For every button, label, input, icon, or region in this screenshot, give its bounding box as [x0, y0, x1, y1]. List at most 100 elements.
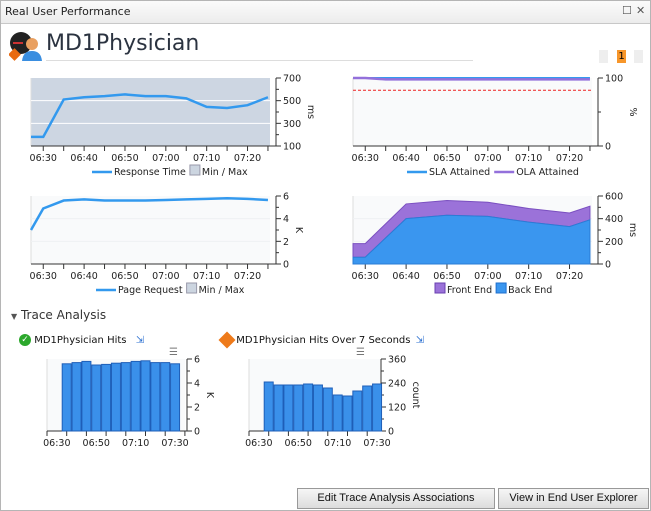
x-tick-label: 07:00: [474, 271, 501, 282]
x-tick-label: 07:10: [193, 271, 220, 282]
y-tick-label: 0: [283, 260, 289, 271]
y-tick-label: 0: [605, 142, 611, 153]
view-end-user-explorer-button[interactable]: View in End User Explorer: [498, 488, 649, 509]
page-title: MD1Physician: [46, 31, 200, 56]
back-end-area: [352, 214, 591, 265]
y-axis-unit: count: [410, 382, 421, 409]
y-axis-unit: %: [627, 107, 638, 116]
x-tick-label: 06:50: [285, 438, 312, 449]
legend-swatch: [189, 164, 201, 176]
hits-title: ✓ MD1Physician Hits ⇲: [19, 334, 144, 346]
x-tick-label: 06:30: [352, 271, 379, 282]
bar: [322, 387, 333, 432]
plot-area: [31, 78, 270, 146]
x-tick-label: 07:20: [234, 271, 261, 282]
x-tick-label: 07:20: [234, 153, 261, 164]
x-tick-label: 06:50: [433, 271, 460, 282]
legend-label: Min / Max: [202, 167, 248, 178]
window-title: Real User Performance: [5, 5, 131, 18]
y-tick-label: 6: [194, 355, 200, 366]
plot-area: [31, 196, 270, 264]
chart-menu-icon[interactable]: ☰: [169, 347, 178, 358]
x-tick-label: 07:10: [515, 153, 542, 164]
title-bar: Real User Performance ☐ ✕: [1, 1, 650, 24]
x-tick-label: 07:10: [324, 438, 351, 449]
y-axis-unit: ms: [627, 223, 638, 237]
legend-label: SLA Attained: [429, 167, 490, 178]
x-tick-label: 06:50: [83, 438, 110, 449]
user-application-icon: [9, 32, 42, 61]
x-tick-label: 07:20: [556, 153, 583, 164]
ola-line: [353, 76, 590, 81]
collapse-arrow-icon: ▼: [11, 312, 18, 321]
y-tick-label: 600: [605, 192, 623, 203]
y-tick-label: 100: [283, 142, 301, 153]
trace-analysis-toggle[interactable]: ▼ Trace Analysis: [11, 308, 106, 322]
bar: [160, 362, 171, 432]
y-tick-label: 400: [605, 214, 623, 225]
x-tick-label: 07:00: [152, 153, 179, 164]
y-tick-label: 6: [283, 192, 289, 203]
bar: [332, 394, 343, 432]
maximize-icon[interactable]: ☐: [622, 4, 632, 17]
x-tick-label: 07:20: [556, 271, 583, 282]
hits-over-7-title: MD1Physician Hits Over 7 Seconds ⇲: [218, 331, 425, 349]
trace-analysis-label: Trace Analysis: [20, 308, 107, 322]
y-tick-label: 240: [388, 379, 406, 390]
legend-label: Min / Max: [199, 285, 245, 296]
warning-icon: [218, 331, 236, 349]
legend-swatch: [186, 282, 198, 294]
bar: [263, 381, 274, 432]
drilldown-icon[interactable]: ⇲: [135, 335, 145, 346]
x-tick-label: 06:40: [392, 153, 419, 164]
y-tick-label: 300: [283, 119, 301, 130]
pager-prev[interactable]: [599, 50, 608, 63]
y-tick-label: 700: [283, 74, 301, 85]
close-icon[interactable]: ✕: [636, 4, 646, 17]
x-tick-label: 07:30: [161, 438, 188, 449]
drilldown-icon[interactable]: ⇲: [415, 335, 425, 346]
x-tick-label: 07:00: [152, 271, 179, 282]
chart-menu-icon[interactable]: ☰: [356, 347, 365, 358]
x-tick-label: 06:30: [352, 153, 379, 164]
bar: [283, 384, 294, 432]
x-tick-label: 06:50: [111, 271, 138, 282]
bar: [150, 362, 161, 432]
title-divider: [46, 60, 473, 61]
edit-trace-associations-button[interactable]: Edit Trace Analysis Associations: [297, 488, 495, 509]
x-tick-label: 07:30: [363, 438, 390, 449]
y-tick-label: 4: [283, 214, 289, 225]
page-request-line: [29, 197, 269, 231]
bar: [342, 395, 353, 432]
legend-label: Back End: [508, 285, 552, 296]
x-tick-label: 07:10: [122, 438, 149, 449]
check-icon: ✓: [19, 334, 31, 346]
bar: [120, 362, 131, 432]
x-tick-label: 06:50: [111, 153, 138, 164]
pager-current[interactable]: 1: [617, 50, 626, 63]
legend-swatch: [434, 282, 446, 294]
legend-label: Response Time: [114, 167, 186, 178]
bar: [170, 363, 181, 432]
y-tick-label: 2: [283, 237, 289, 248]
bar: [61, 363, 72, 432]
x-tick-label: 06:50: [433, 153, 460, 164]
bar: [372, 383, 383, 432]
x-tick-label: 06:40: [392, 271, 419, 282]
bar: [71, 362, 82, 432]
y-axis-unit: ms: [305, 105, 316, 119]
hits-title-text: MD1Physician Hits: [34, 335, 127, 346]
y-tick-label: 0: [605, 260, 611, 271]
bar: [273, 384, 284, 432]
x-tick-label: 07:10: [193, 153, 220, 164]
bar: [312, 384, 323, 432]
bar: [303, 383, 314, 432]
legend-label: Page Request: [118, 285, 183, 296]
bar: [293, 384, 304, 432]
y-tick-label: 0: [388, 427, 394, 438]
bar: [110, 362, 121, 432]
x-tick-label: 06:30: [245, 438, 272, 449]
pager-next[interactable]: [634, 50, 643, 63]
y-tick-label: 120: [388, 403, 406, 414]
